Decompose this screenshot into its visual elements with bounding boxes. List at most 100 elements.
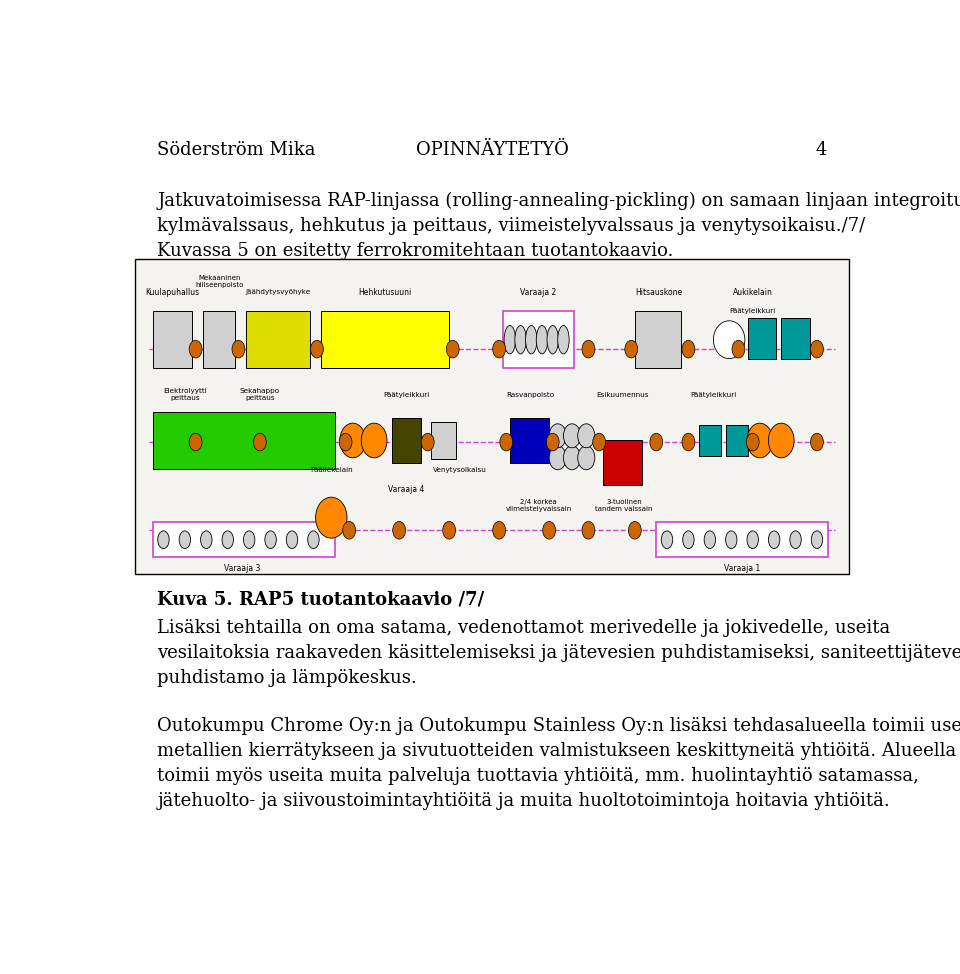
- Bar: [134, 259, 849, 575]
- Ellipse shape: [704, 531, 715, 548]
- Ellipse shape: [340, 423, 366, 458]
- Text: Mekaaninen
hiilseenpoisto: Mekaaninen hiilseenpoisto: [195, 275, 243, 288]
- Ellipse shape: [564, 424, 581, 448]
- Bar: [503, 312, 574, 368]
- Ellipse shape: [661, 531, 673, 548]
- Text: 3-tuolinen
tandem valssain: 3-tuolinen tandem valssain: [595, 499, 653, 511]
- Text: Varaaja 4: Varaaja 4: [388, 485, 424, 494]
- Bar: [431, 422, 456, 460]
- Text: Kuva 5. RAP5 tuotantokaavio /7/: Kuva 5. RAP5 tuotantokaavio /7/: [157, 591, 485, 609]
- Bar: [510, 419, 549, 463]
- Ellipse shape: [558, 325, 569, 354]
- Ellipse shape: [492, 340, 506, 358]
- Ellipse shape: [316, 497, 347, 539]
- Bar: [603, 440, 642, 485]
- Ellipse shape: [768, 423, 794, 458]
- Text: 2/4 korkea
viimeistelyvalssain: 2/4 korkea viimeistelyvalssain: [505, 499, 571, 511]
- Text: Hehkutusuuni: Hehkutusuuni: [358, 288, 412, 297]
- Text: Elektrolyytti
peittaus: Elektrolyytti peittaus: [163, 389, 206, 401]
- Bar: [246, 312, 310, 368]
- Ellipse shape: [542, 521, 556, 539]
- Ellipse shape: [578, 424, 595, 448]
- Ellipse shape: [180, 531, 191, 548]
- Text: Esikuumennus: Esikuumennus: [596, 392, 649, 397]
- Text: Hitsauskone: Hitsauskone: [635, 288, 682, 297]
- Text: Päätyleikkuri: Päätyleikkuri: [383, 392, 429, 397]
- Text: 4: 4: [815, 141, 827, 159]
- Text: Söderström Mika: Söderström Mika: [157, 141, 316, 159]
- Bar: [153, 522, 335, 557]
- Ellipse shape: [650, 433, 662, 451]
- Bar: [727, 425, 748, 456]
- Text: Outokumpu Chrome Oy:n ja Outokumpu Stainless Oy:n lisäksi tehdasalueella toimii : Outokumpu Chrome Oy:n ja Outokumpu Stain…: [157, 717, 960, 809]
- Ellipse shape: [683, 531, 694, 548]
- Ellipse shape: [311, 340, 324, 358]
- Text: OPINNÄYTETYÖ: OPINNÄYTETYÖ: [416, 141, 568, 159]
- Ellipse shape: [244, 531, 254, 548]
- Ellipse shape: [746, 433, 759, 451]
- Ellipse shape: [732, 340, 745, 358]
- Bar: [657, 522, 828, 557]
- Ellipse shape: [537, 325, 548, 354]
- Ellipse shape: [393, 521, 405, 539]
- Ellipse shape: [564, 446, 581, 469]
- Ellipse shape: [286, 531, 298, 548]
- Ellipse shape: [768, 531, 780, 548]
- Ellipse shape: [747, 423, 773, 458]
- Text: Päätyleikkuri: Päätyleikkuri: [730, 309, 776, 315]
- Ellipse shape: [361, 423, 387, 458]
- Ellipse shape: [201, 531, 212, 548]
- Text: Jatkuvatoimisessa RAP-linjassa (rolling-annealing-pickling) on samaan linjaan in: Jatkuvatoimisessa RAP-linjassa (rolling-…: [157, 192, 960, 235]
- Ellipse shape: [546, 433, 559, 451]
- Ellipse shape: [582, 340, 595, 358]
- Ellipse shape: [446, 340, 459, 358]
- Ellipse shape: [578, 446, 595, 469]
- Ellipse shape: [189, 340, 202, 358]
- Ellipse shape: [308, 531, 319, 548]
- Text: Varaaja 3: Varaaja 3: [224, 564, 260, 573]
- Ellipse shape: [492, 521, 506, 539]
- Ellipse shape: [682, 433, 695, 451]
- Bar: [699, 425, 721, 456]
- Ellipse shape: [157, 531, 169, 548]
- Text: Varaaja 1: Varaaja 1: [724, 564, 760, 573]
- Text: Lisäksi tehtailla on oma satama, vedenottamot merivedelle ja jokivedelle, useita: Lisäksi tehtailla on oma satama, vedenot…: [157, 619, 960, 688]
- Ellipse shape: [747, 531, 758, 548]
- Ellipse shape: [726, 531, 737, 548]
- Ellipse shape: [629, 521, 641, 539]
- Ellipse shape: [713, 320, 745, 358]
- Bar: [153, 412, 335, 468]
- Ellipse shape: [515, 325, 526, 354]
- Text: Varaaja 2: Varaaja 2: [520, 288, 557, 297]
- Ellipse shape: [810, 433, 824, 451]
- Text: Päätyleikkuri: Päätyleikkuri: [690, 392, 736, 397]
- Ellipse shape: [525, 325, 537, 354]
- Bar: [321, 312, 449, 368]
- Text: Sekahappo
peittaus: Sekahappo peittaus: [240, 389, 280, 401]
- Ellipse shape: [790, 531, 802, 548]
- Text: Kuulapuhallus: Kuulapuhallus: [145, 288, 199, 297]
- Ellipse shape: [504, 325, 516, 354]
- Bar: [635, 312, 682, 368]
- Text: Aukikelain: Aukikelain: [732, 288, 773, 297]
- Bar: [153, 312, 192, 368]
- Ellipse shape: [582, 521, 595, 539]
- Ellipse shape: [547, 325, 559, 354]
- Ellipse shape: [253, 433, 266, 451]
- Ellipse shape: [339, 433, 352, 451]
- Bar: [781, 318, 810, 358]
- Bar: [392, 419, 420, 463]
- Text: Rasvanpoisto: Rasvanpoisto: [506, 392, 554, 397]
- Ellipse shape: [625, 340, 637, 358]
- Ellipse shape: [222, 531, 233, 548]
- Bar: [203, 312, 235, 368]
- Text: Venytysoikaisu: Venytysoikaisu: [433, 468, 487, 473]
- Ellipse shape: [549, 424, 566, 448]
- Bar: [748, 318, 777, 358]
- Ellipse shape: [811, 531, 823, 548]
- Ellipse shape: [682, 340, 695, 358]
- Ellipse shape: [810, 340, 824, 358]
- Ellipse shape: [549, 446, 566, 469]
- Ellipse shape: [592, 433, 606, 451]
- Ellipse shape: [343, 521, 355, 539]
